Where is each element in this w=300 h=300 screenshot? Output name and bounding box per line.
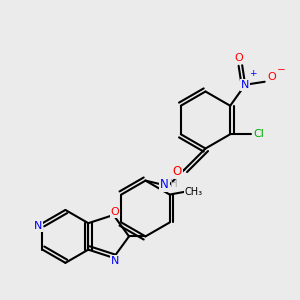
Text: N: N (241, 80, 249, 90)
Text: H: H (170, 178, 178, 189)
Text: −: − (277, 65, 286, 75)
Text: CH₃: CH₃ (184, 187, 203, 196)
Text: O: O (172, 165, 182, 178)
Text: N: N (111, 256, 119, 266)
Text: N: N (160, 178, 169, 191)
Text: +: + (249, 69, 256, 78)
Text: O: O (235, 53, 244, 63)
Text: O: O (111, 207, 119, 217)
Text: N: N (34, 221, 42, 231)
Text: Cl: Cl (253, 129, 264, 139)
Text: O: O (268, 72, 277, 82)
